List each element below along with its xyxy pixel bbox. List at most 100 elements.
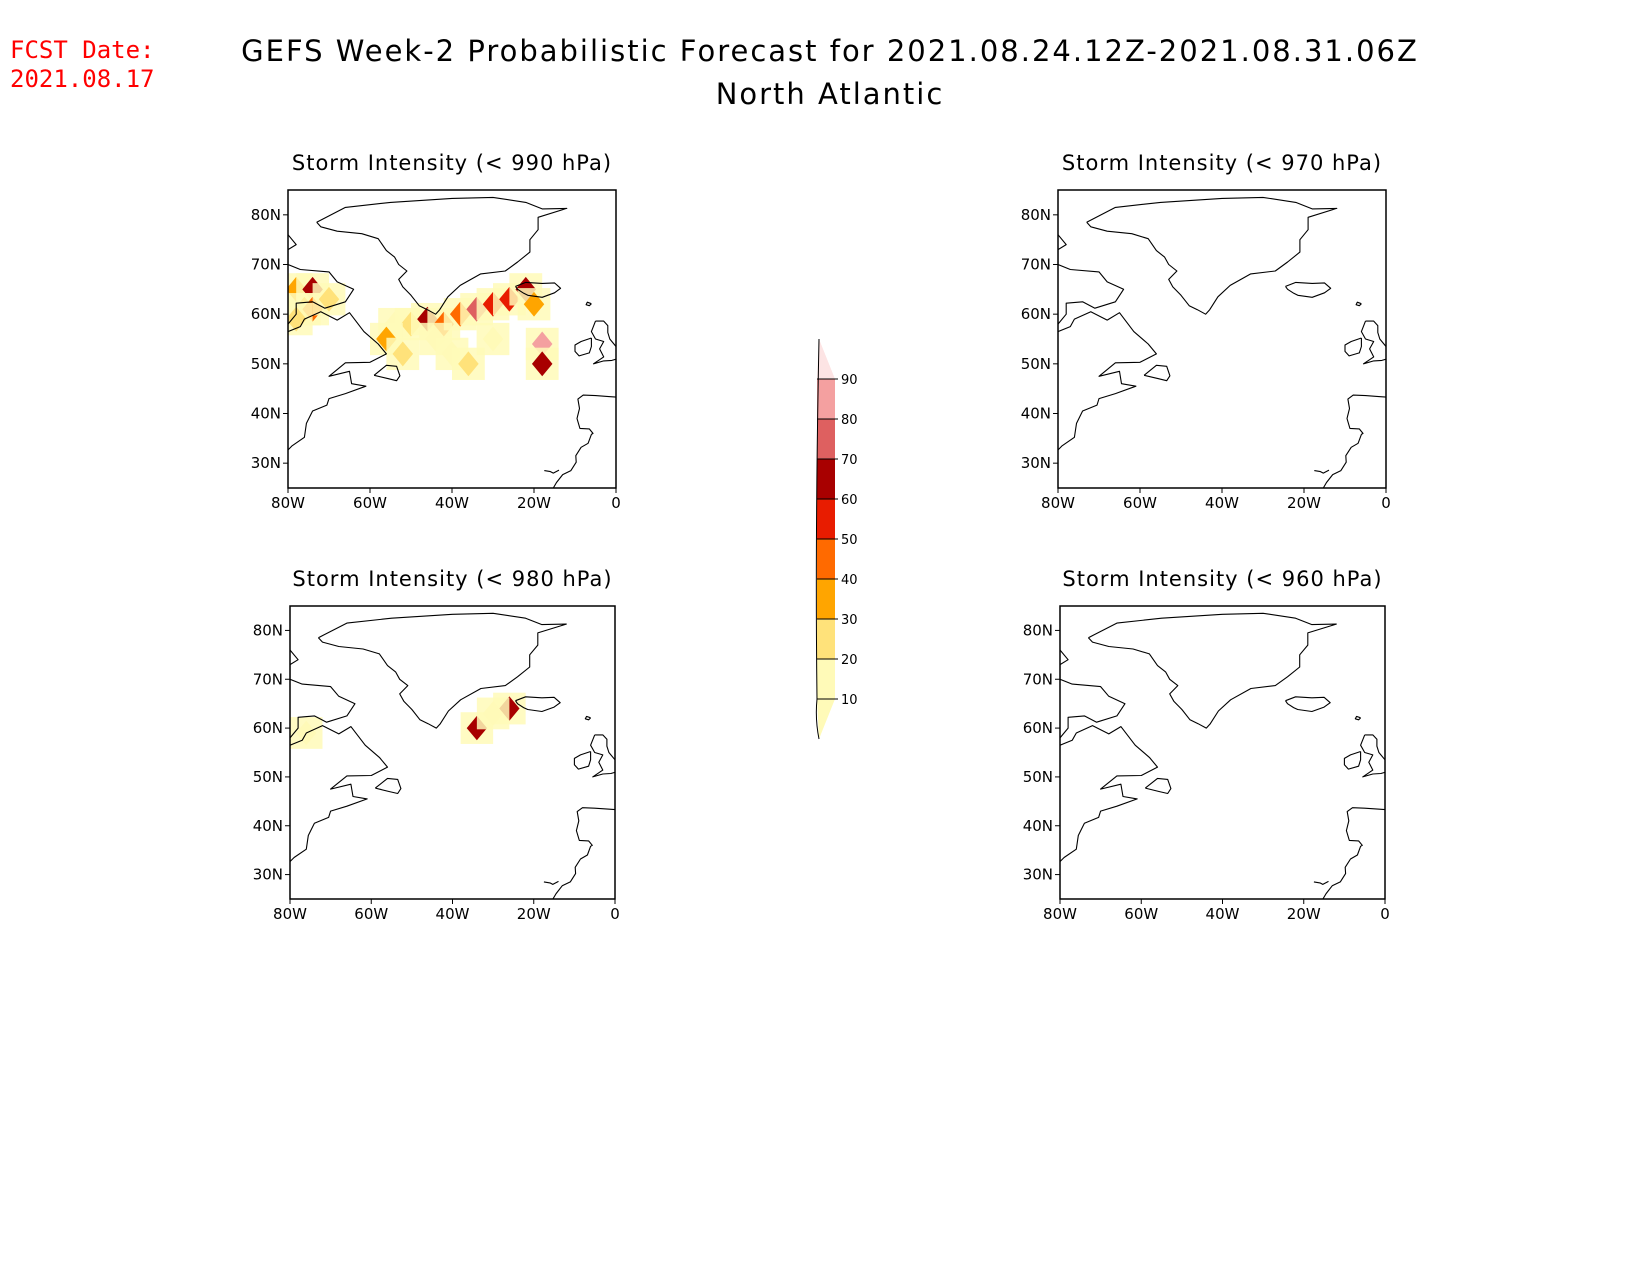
lat-tick-label: 70N bbox=[251, 256, 281, 274]
probability-core bbox=[458, 351, 479, 377]
colorbar-label: 30 bbox=[841, 613, 858, 628]
lat-tick-label: 60N bbox=[1021, 305, 1051, 323]
coastline bbox=[590, 320, 616, 365]
probability-core bbox=[288, 306, 307, 332]
lat-tick-label: 60N bbox=[1023, 719, 1053, 737]
colorbar-edge bbox=[815, 338, 820, 740]
coastline bbox=[1143, 364, 1171, 382]
map-panel-p960: Storm Intensity (< 960 hPa) 80W 60W 40W 20W 0… bbox=[1023, 567, 1390, 923]
lon-tick-label: 40W bbox=[1206, 905, 1240, 923]
colorbar-band bbox=[817, 619, 835, 659]
coastline bbox=[1354, 715, 1361, 721]
colorbar-cap-bottom bbox=[817, 699, 835, 739]
lon-tick-label: 40W bbox=[436, 905, 470, 923]
coastline bbox=[1058, 234, 1125, 325]
lon-tick-label: 80W bbox=[1041, 494, 1075, 512]
lat-tick-label: 60N bbox=[251, 305, 281, 323]
probability-core bbox=[523, 291, 545, 317]
lon-tick-label: 80W bbox=[1043, 905, 1077, 923]
colorbar-band bbox=[817, 379, 835, 419]
coastline bbox=[1086, 196, 1338, 315]
coastline bbox=[317, 612, 567, 729]
coastline bbox=[515, 281, 562, 298]
coastline bbox=[1313, 880, 1329, 885]
figure-title: GEFS Week-2 Probabilistic Forecast for 2… bbox=[241, 34, 1419, 68]
figure-title-block: GEFS Week-2 Probabilistic Forecast for 2… bbox=[0, 30, 1650, 116]
colorbar-cap-top bbox=[817, 339, 835, 379]
lon-tick-label: 80W bbox=[273, 905, 307, 923]
lat-tick-label: 80N bbox=[251, 206, 281, 224]
colorbar-band bbox=[817, 419, 835, 459]
lat-tick-label: 60N bbox=[253, 719, 283, 737]
coastline bbox=[288, 234, 355, 325]
coastline bbox=[552, 807, 615, 899]
lon-tick-label: 40W bbox=[435, 494, 469, 512]
coastline bbox=[590, 734, 615, 778]
coastline bbox=[1322, 394, 1386, 488]
probability-shading bbox=[290, 692, 526, 749]
lon-tick-label: 0 bbox=[1381, 494, 1391, 512]
lon-tick-label: 60W bbox=[1124, 905, 1158, 923]
lon-tick-label: 20W bbox=[517, 494, 551, 512]
coastline bbox=[1144, 777, 1172, 795]
lat-tick-label: 50N bbox=[1023, 768, 1053, 786]
lat-tick-label: 40N bbox=[1021, 405, 1051, 423]
probability-shading bbox=[288, 273, 559, 380]
coastline bbox=[373, 364, 401, 382]
colorbar-band bbox=[817, 499, 835, 539]
coastline bbox=[1314, 469, 1330, 474]
map-frame bbox=[1057, 189, 1387, 489]
coastline bbox=[1322, 807, 1385, 899]
colorbar-label: 70 bbox=[841, 453, 858, 468]
colorbar-band bbox=[817, 659, 835, 699]
lon-tick-label: 20W bbox=[1287, 905, 1321, 923]
lon-tick-label: 0 bbox=[611, 494, 621, 512]
coastline bbox=[544, 469, 560, 474]
coastline bbox=[552, 394, 616, 488]
lat-tick-label: 40N bbox=[251, 405, 281, 423]
colorbar-label: 90 bbox=[841, 373, 858, 388]
colorbar-label: 50 bbox=[841, 533, 858, 548]
colorbar-band bbox=[817, 539, 835, 579]
coastline bbox=[573, 750, 592, 770]
coastline bbox=[1058, 311, 1157, 451]
coastlines bbox=[288, 196, 616, 488]
lat-tick-label: 40N bbox=[253, 817, 283, 835]
coastlines bbox=[1060, 612, 1385, 899]
coastline bbox=[290, 725, 389, 863]
map-frame bbox=[1059, 605, 1386, 900]
panel-title: Storm Intensity (< 990 hPa) bbox=[292, 151, 612, 175]
lat-tick-label: 50N bbox=[1021, 355, 1051, 373]
lat-tick-label: 50N bbox=[251, 355, 281, 373]
probability-core bbox=[482, 701, 504, 726]
coastline bbox=[1060, 725, 1159, 863]
forecast-date-caption: FCST Date: bbox=[10, 36, 155, 64]
lon-tick-label: 60W bbox=[1123, 494, 1157, 512]
lon-tick-label: 40W bbox=[1205, 494, 1239, 512]
lon-tick-label: 20W bbox=[517, 905, 551, 923]
coastline bbox=[1355, 301, 1362, 307]
colorbar-label: 10 bbox=[841, 693, 858, 708]
lon-tick-label: 20W bbox=[1287, 494, 1321, 512]
map-panel-p990: Storm Intensity (< 990 hPa) 80W 60W 40W 20W 0… bbox=[251, 151, 621, 512]
coastline bbox=[515, 696, 561, 713]
map-frame bbox=[289, 605, 616, 900]
coastline bbox=[374, 777, 402, 795]
lon-tick-label: 0 bbox=[610, 905, 620, 923]
coastline bbox=[316, 196, 568, 315]
coastline bbox=[1343, 750, 1362, 770]
probability-core bbox=[531, 351, 553, 377]
lat-tick-label: 30N bbox=[1021, 454, 1051, 472]
lat-tick-label: 80N bbox=[1023, 621, 1053, 639]
coastline bbox=[1087, 612, 1337, 729]
coastline bbox=[1285, 281, 1332, 298]
map-panel-p970: Storm Intensity (< 970 hPa) 80W 60W 40W 20W 0… bbox=[1021, 151, 1391, 512]
colorbar-label: 60 bbox=[841, 493, 858, 508]
panel-title: Storm Intensity (< 980 hPa) bbox=[292, 567, 612, 591]
lon-tick-label: 80W bbox=[271, 494, 305, 512]
coastline bbox=[1360, 734, 1385, 778]
colorbar-label: 40 bbox=[841, 573, 858, 588]
lat-tick-label: 30N bbox=[251, 454, 281, 472]
lat-tick-label: 50N bbox=[253, 768, 283, 786]
panel-title: Storm Intensity (< 960 hPa) bbox=[1062, 567, 1382, 591]
